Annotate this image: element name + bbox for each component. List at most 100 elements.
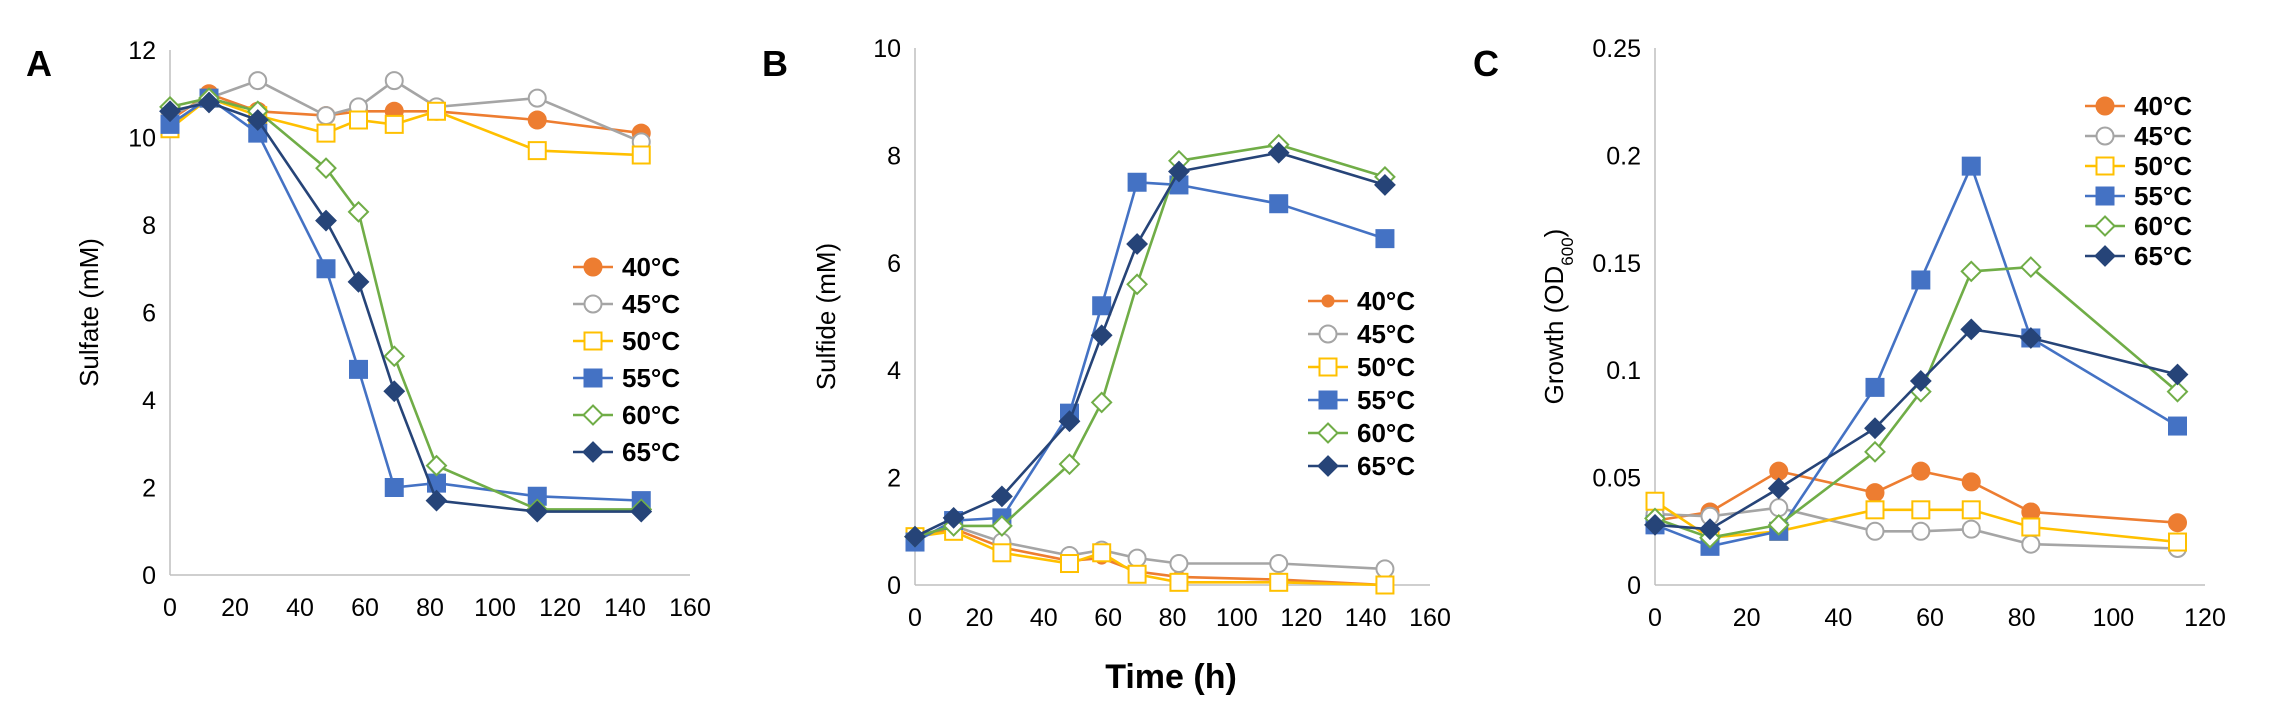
legend-label: 65°C [622,437,680,467]
x-tick-label: 120 [2184,604,2226,632]
y-tick-label: 0.2 [1606,142,1641,170]
y-axis-title-end: ) [1539,229,1569,238]
data-point [1960,318,1983,341]
series-line [914,143,1386,538]
data-point [942,506,965,529]
legend-item: 55°C [573,363,680,393]
series-line [1654,469,2178,524]
data-point [1644,513,1666,536]
y-tick-label: 8 [142,212,156,240]
data-point [1127,564,1147,584]
data-point [1911,500,1931,520]
data-point [1645,491,1665,511]
x-tick-label: 60 [1094,604,1122,632]
data-point [316,259,336,279]
data-point [2168,416,2187,436]
data-point [1961,156,1981,176]
data-point [1375,229,1395,249]
legend-marker [2095,126,2115,146]
data-point [1169,572,1189,592]
data-point [527,88,547,108]
x-axis-title: Time (h) [1105,658,1237,696]
data-point [349,110,368,130]
legend-label: 60°C [1357,418,1415,448]
x-tick-label: 100 [2092,604,2134,632]
x-tick-label: 80 [1159,604,1187,632]
data-point [383,380,406,403]
x-tick-label: 0 [163,594,177,622]
legend-marker [2094,215,2116,237]
y-tick-label: 4 [887,357,901,385]
data-point [384,478,404,497]
series-line [1654,506,2178,550]
x-tick-label: 140 [1345,604,1387,632]
data-point [1126,233,1149,255]
panel-label: C [1473,43,1499,84]
data-point [1865,500,1885,520]
x-tick-label: 120 [539,594,581,622]
y-tick-label: 0 [887,572,901,600]
data-point [1769,498,1789,518]
x-tick-label: 60 [1916,604,1944,632]
data-point [1374,174,1396,196]
x-tick-label: 80 [2008,604,2036,632]
legend-item: 40°C [2085,91,2192,121]
data-point [2166,363,2189,386]
y-tick-label: 12 [128,37,156,65]
data-point [1090,391,1113,414]
data-point [1865,377,1885,397]
y-axis-title: Growth (OD600) [1539,229,1577,405]
data-point [384,114,404,134]
y-tick-label: 10 [128,125,156,153]
y-axis-title: Sulfate (mM) [74,238,104,387]
legend-marker [582,441,604,463]
legend-item: 60°C [2085,211,2192,241]
data-point [2166,380,2189,403]
panel-c: C Growth (OD600) 0 0.05 0.1 0.15 0.2 0.25 0 20 40 6… [1473,35,2226,632]
legend-item: 40°C [573,252,680,282]
legend-marker [582,404,604,426]
x-tick-label: 120 [1280,604,1322,632]
legend-label: 45°C [2134,121,2192,151]
y-axis-title: Sulfide (mM) [811,243,841,390]
data-point [1699,518,1721,541]
y-axis-title-text: Sulfate (mM) [74,238,104,387]
data-point [1961,500,1981,520]
series-50c [160,88,651,165]
series-line [914,151,1386,538]
legend-item: 50°C [1308,352,1415,382]
data-point [1375,575,1395,595]
y-tick-label: 0 [1627,572,1641,600]
data-point [2168,532,2187,552]
data-point [527,110,547,130]
legend-marker [1321,294,1335,308]
data-point [630,500,653,523]
legend-label: 55°C [622,363,680,393]
data-point [1911,461,1931,481]
y-tick-label: 2 [887,465,901,493]
data-point [1864,440,1886,463]
x-tick-label: 60 [351,594,379,622]
data-point [1169,554,1189,574]
data-point [2019,327,2042,349]
legend-item: 50°C [2085,151,2192,181]
legend-label: 50°C [2134,151,2192,181]
legend-item: 50°C [573,326,680,356]
data-point [1960,260,1983,283]
series-line [914,524,1385,571]
data-point [631,145,651,165]
series-line [914,180,1386,544]
legend-marker [583,368,603,388]
legend-marker [2095,186,2115,206]
panel-label: A [26,43,52,84]
legend: 40°C45°C50°C55°C60°C65°C [1308,286,1415,481]
legend-item: 60°C [1308,418,1415,448]
series-65c [904,141,1396,548]
data-point [1865,483,1885,503]
legend-item: 45°C [1308,319,1415,349]
x-tick-label: 100 [474,594,516,622]
legend-label: 50°C [1357,352,1415,382]
data-point [1058,453,1081,476]
